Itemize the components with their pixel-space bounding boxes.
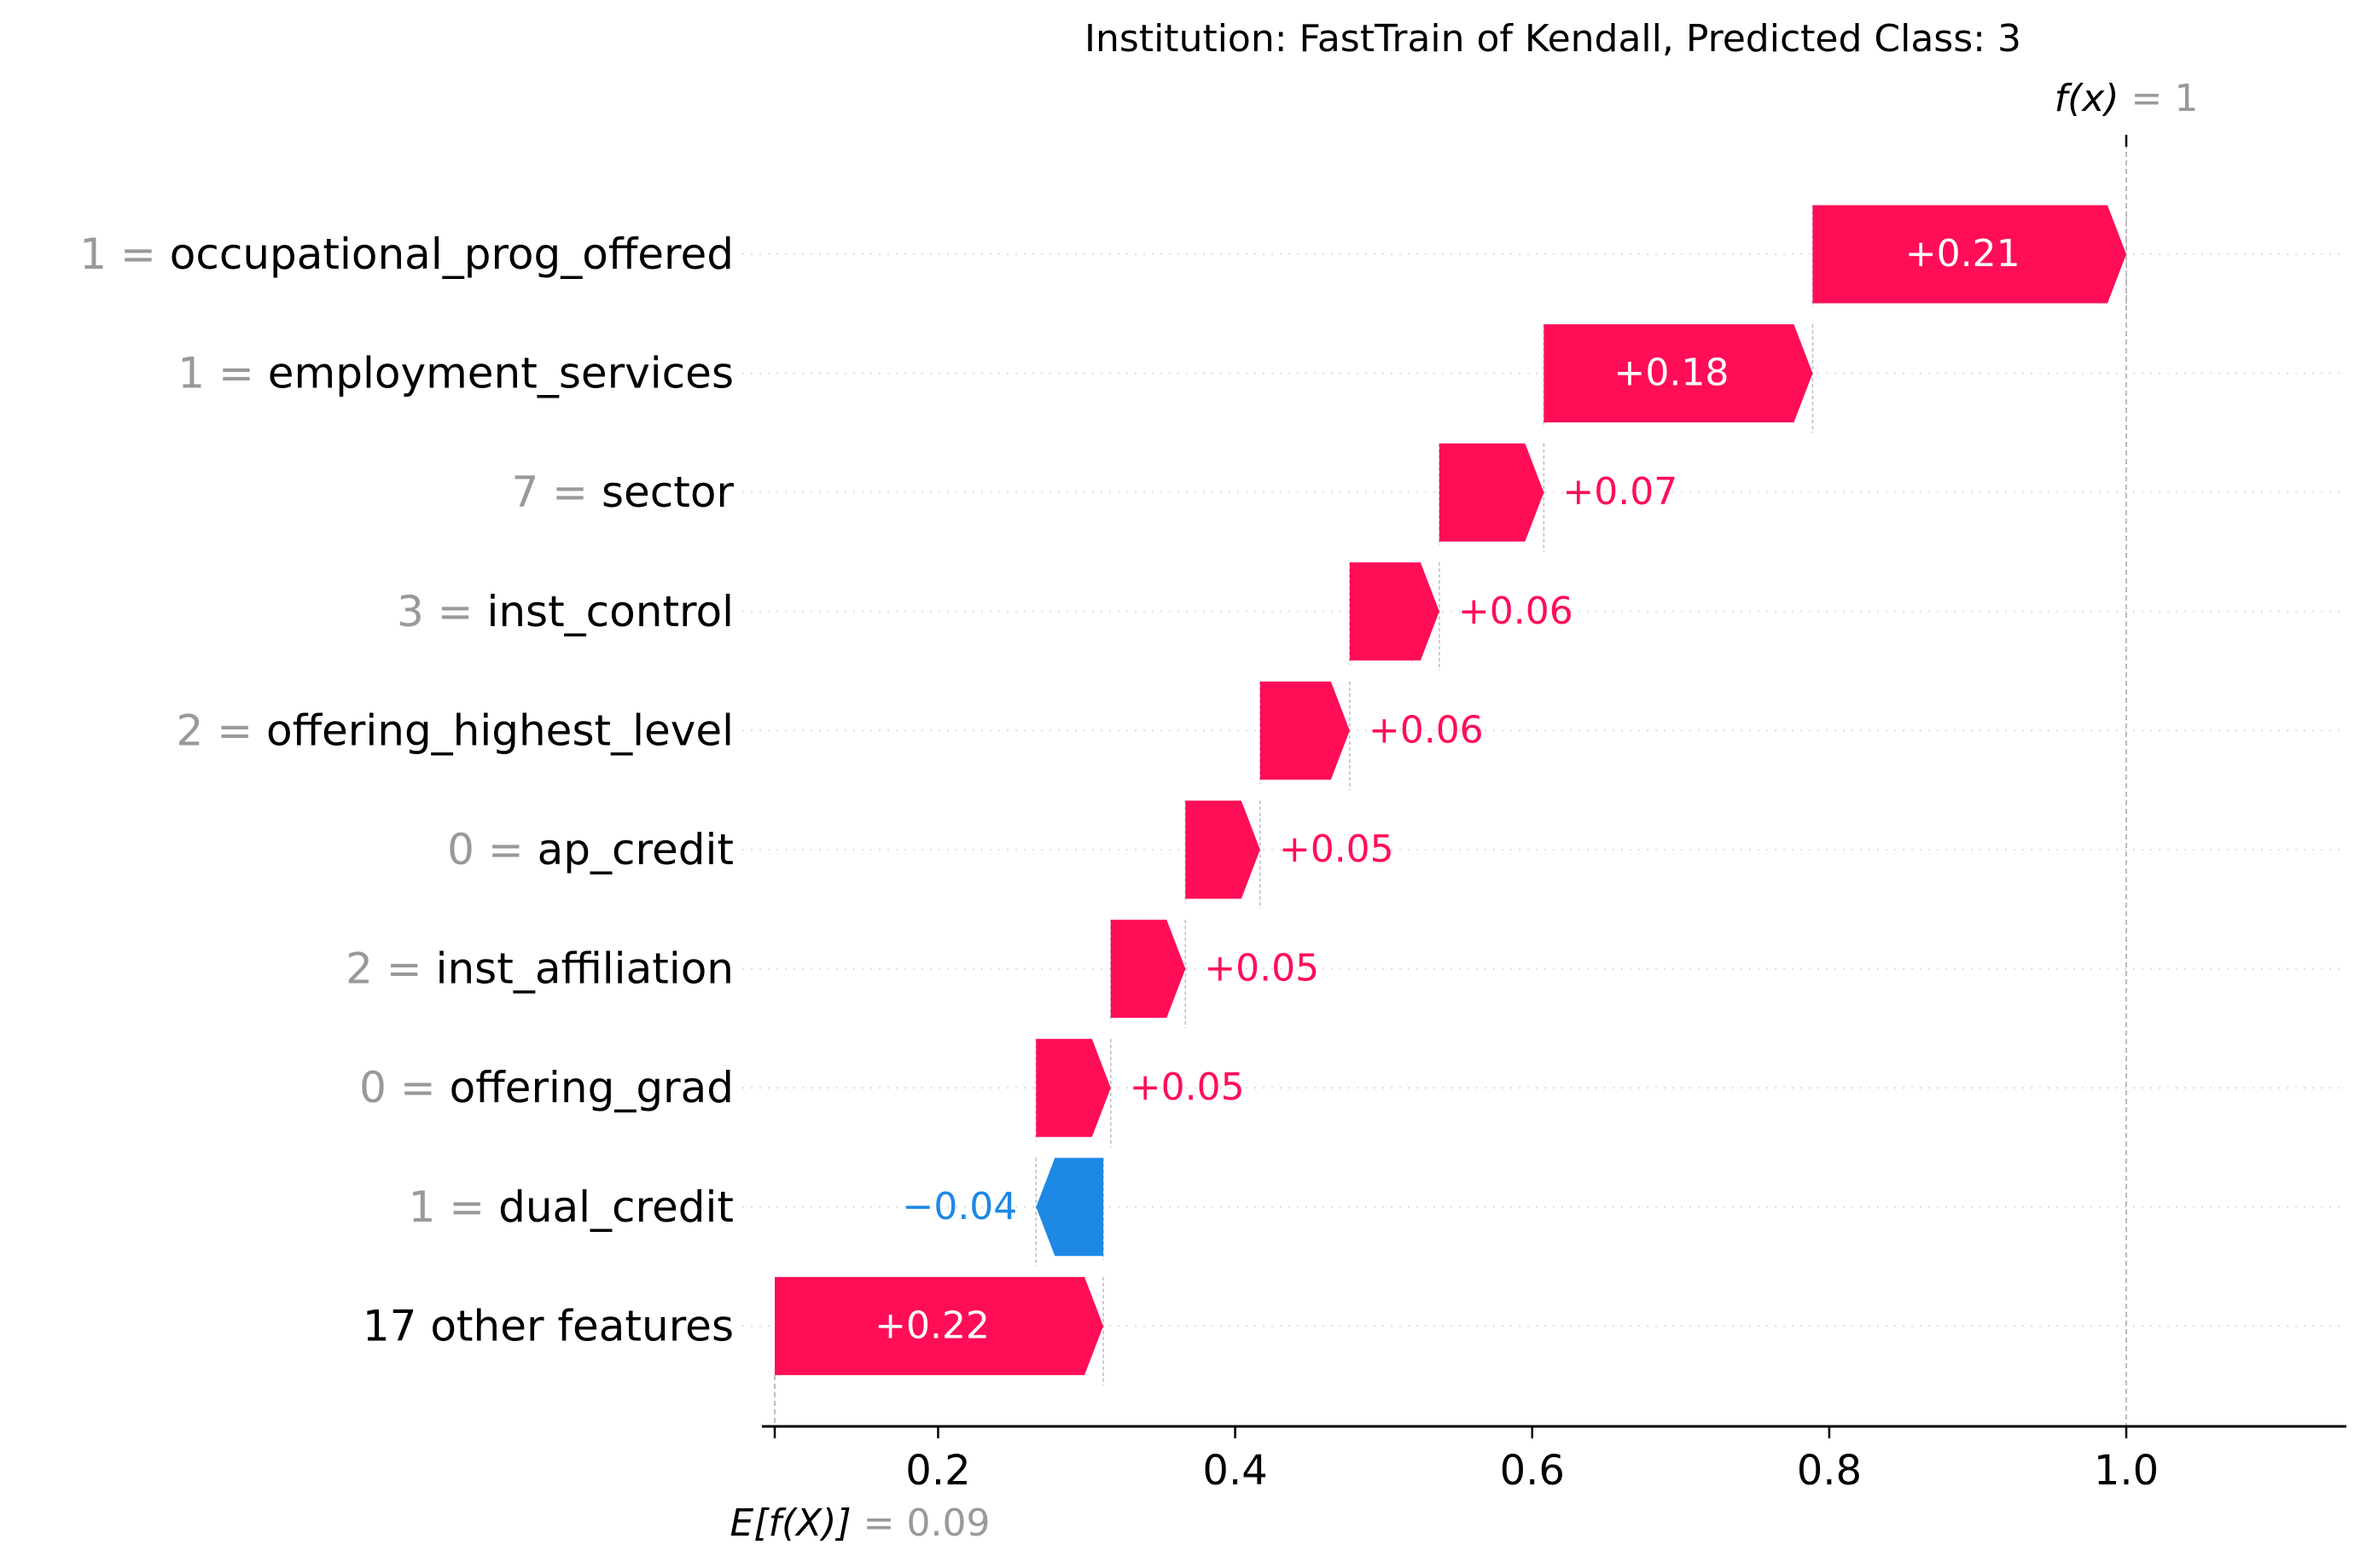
bar-ap-credit [1185, 800, 1260, 899]
fx-value: 1 [2174, 77, 2198, 120]
bar-employment-services [1544, 324, 1813, 423]
feature-label: 1 = occupational_prog_offered [79, 229, 734, 279]
feature-value: 2 [177, 706, 204, 755]
annotation-layer: f(x) = 1 E[f(X)] = 0.09 [730, 77, 2199, 1545]
fx-annotation: f(x) = 1 [2055, 77, 2199, 120]
feature-name: employment_services [268, 349, 734, 398]
feature-value: 0 [447, 825, 474, 874]
equals-sign: = [203, 706, 266, 755]
contribution-label: +0.22 [875, 1304, 990, 1347]
bar-inst-control [1349, 562, 1439, 661]
equals-sign: = [107, 229, 170, 279]
contribution-label: +0.06 [1369, 708, 1484, 752]
labels-layer: +0.21 1 = occupational_prog_offered +0.18 1… [79, 229, 2020, 1350]
feature-label: 0 = offering_grad [359, 1063, 734, 1112]
x-tick-label: 0.8 [1797, 1447, 1862, 1495]
feature-value: 7 [511, 467, 538, 517]
ex-value: 0.09 [906, 1501, 990, 1545]
feature-label: 17 other features [363, 1301, 734, 1350]
x-tick-label: 1.0 [2094, 1447, 2159, 1495]
bar-offering-grad [1036, 1038, 1111, 1137]
bar-inst-affiliation [1110, 920, 1186, 1019]
feature-label: 7 = sector [511, 467, 734, 517]
feature-label: 2 = offering_highest_level [177, 706, 735, 755]
bar-offering-highest-level [1259, 681, 1350, 780]
feature-value: 0 [359, 1063, 387, 1112]
contribution-label: +0.05 [1204, 947, 1319, 990]
feature-value: 2 [346, 944, 373, 994]
feature-label: 1 = employment_services [177, 349, 734, 398]
chart-title: Institution: FastTrain of Kendall, Predi… [1084, 17, 2021, 61]
bar-dual-credit [1036, 1158, 1104, 1257]
x-tick-label: 0.4 [1202, 1447, 1267, 1495]
feature-name: inst_affiliation [436, 944, 734, 994]
x-tick-label: 0.6 [1500, 1447, 1565, 1495]
contribution-label: +0.21 [1905, 232, 2020, 276]
bar-17-other-features [775, 1276, 1104, 1375]
contribution-label: +0.05 [1130, 1066, 1245, 1109]
feature-label: 0 = ap_credit [447, 825, 734, 874]
bar-sector [1439, 443, 1544, 542]
feature-label: 1 = dual_credit [409, 1182, 734, 1232]
ex-label: E[f(X)] [730, 1501, 852, 1545]
feature-name: sector [602, 467, 734, 517]
contribution-label: +0.06 [1458, 589, 1573, 633]
contribution-label: +0.05 [1279, 828, 1394, 871]
equals-sign: = [538, 467, 602, 517]
feature-name: inst_control [486, 587, 734, 636]
x-tick-label: 0.2 [905, 1447, 970, 1495]
contribution-label: −0.04 [902, 1185, 1017, 1228]
feature-value: 3 [397, 587, 424, 636]
feature-name: offering_highest_level [266, 706, 734, 755]
feature-value: 1 [177, 349, 205, 398]
equals-sign: = [435, 1182, 498, 1232]
feature-value: 1 [79, 229, 107, 279]
feature-label: 3 = inst_control [397, 587, 734, 636]
feature-value: 1 [409, 1182, 436, 1232]
ex-equals: = [852, 1501, 907, 1545]
fx-label: f(x) [2055, 77, 2119, 120]
feature-name: offering_grad [450, 1063, 734, 1112]
bars-layer [775, 205, 2126, 1375]
equals-sign: = [373, 944, 436, 994]
contribution-label: +0.07 [1562, 470, 1677, 514]
feature-name: 17 other features [363, 1301, 734, 1350]
contribution-label: +0.18 [1613, 351, 1729, 395]
feature-label: 2 = inst_affiliation [346, 944, 734, 994]
equals-sign: = [205, 349, 268, 398]
fx-equals: = [2119, 77, 2175, 120]
bar-occupational-prog-offered [1812, 205, 2126, 304]
feature-name: ap_credit [538, 825, 734, 874]
equals-sign: = [474, 825, 538, 874]
equals-sign: = [424, 587, 487, 636]
feature-name: occupational_prog_offered [170, 229, 734, 279]
x-axis: 0.2 0.4 0.6 0.8 1.0 [762, 1425, 2346, 1495]
expected-value-annotation: E[f(X)] = 0.09 [730, 1501, 991, 1545]
equals-sign: = [387, 1063, 450, 1112]
feature-name: dual_credit [498, 1182, 734, 1232]
